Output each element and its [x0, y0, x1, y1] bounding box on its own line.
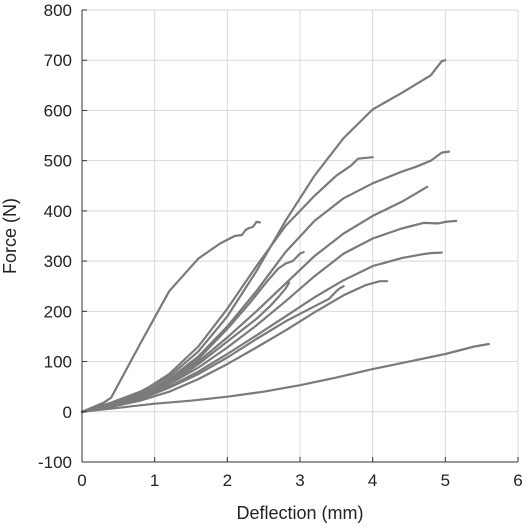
x-tick-label: 0: [77, 471, 86, 490]
series-line-11: [80, 280, 389, 413]
y-tick-label: 800: [44, 1, 72, 20]
series-line-9: [80, 281, 291, 413]
series-line-3: [80, 156, 374, 413]
x-tick-label: 1: [150, 471, 159, 490]
x-tick-label: 6: [513, 471, 522, 490]
y-tick-label: 200: [44, 302, 72, 321]
x-tick-label: 2: [223, 471, 232, 490]
x-tick-label: 4: [368, 471, 377, 490]
y-tick-label: 0: [63, 403, 72, 422]
series-line-5: [80, 185, 429, 413]
y-tick-label: 300: [44, 252, 72, 271]
x-axis-title: Deflection (mm): [236, 503, 363, 523]
series-line-12: [80, 342, 490, 413]
series-group: [80, 59, 490, 413]
x-tick-label: 5: [441, 471, 450, 490]
x-tick-label: 3: [295, 471, 304, 490]
y-tick-label: 600: [44, 101, 72, 120]
axes: [81, 9, 519, 463]
y-tick-label: 400: [44, 202, 72, 221]
y-axis-title: Force (N): [0, 198, 20, 274]
y-tick-label: 700: [44, 51, 72, 70]
y-tick-label: 500: [44, 152, 72, 171]
y-tick-label: -100: [38, 453, 72, 472]
series-line-4: [80, 150, 451, 413]
tick-labels: 0 1 2 3 4 5 6 -100 0 100 200 300 400 500 600 700 800: [38, 1, 523, 490]
series-line-10: [80, 285, 345, 413]
series-line-1: [80, 220, 262, 413]
y-tick-label: 100: [44, 353, 72, 372]
